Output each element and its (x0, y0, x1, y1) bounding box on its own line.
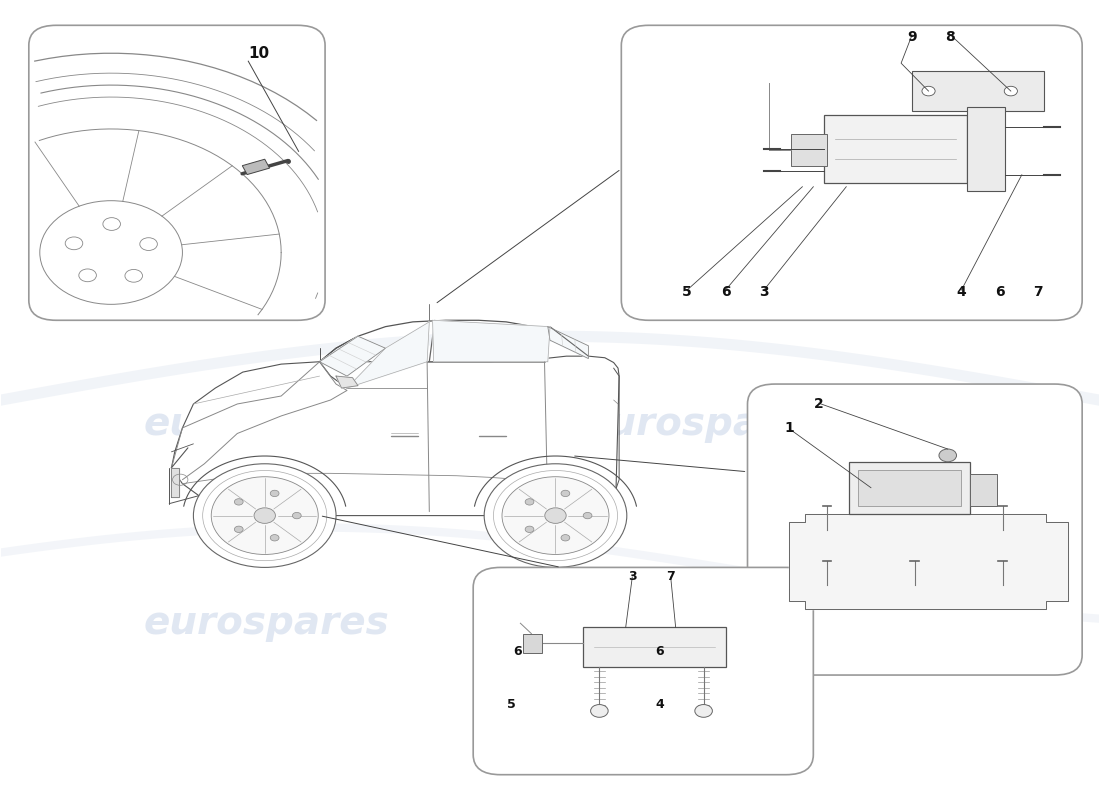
Bar (824, 115, 967, 182)
Bar (849, 462, 970, 514)
Text: 7: 7 (1034, 286, 1043, 299)
Polygon shape (548, 326, 588, 358)
FancyBboxPatch shape (621, 26, 1082, 320)
Circle shape (561, 534, 570, 541)
Bar (242, 159, 270, 174)
Circle shape (211, 477, 318, 554)
Circle shape (254, 508, 275, 523)
Polygon shape (432, 320, 550, 362)
Circle shape (561, 490, 570, 497)
Circle shape (525, 498, 533, 505)
Circle shape (234, 498, 243, 505)
Circle shape (293, 513, 301, 518)
Polygon shape (789, 514, 1068, 610)
Polygon shape (336, 376, 358, 388)
Text: eurospares: eurospares (583, 405, 828, 443)
Circle shape (271, 490, 279, 497)
Text: 6: 6 (996, 286, 1004, 299)
Text: 9: 9 (908, 30, 917, 44)
Circle shape (194, 464, 336, 567)
Circle shape (939, 449, 957, 462)
Text: 7: 7 (667, 570, 675, 583)
Circle shape (544, 508, 566, 523)
Text: 5: 5 (507, 698, 516, 711)
Circle shape (922, 86, 935, 96)
Bar (583, 627, 726, 667)
Bar (858, 470, 961, 506)
Circle shape (695, 705, 713, 718)
Text: 5: 5 (682, 286, 692, 299)
Bar (967, 107, 1005, 190)
Circle shape (525, 526, 533, 533)
Circle shape (591, 705, 608, 718)
Circle shape (502, 477, 609, 554)
FancyBboxPatch shape (748, 384, 1082, 675)
Circle shape (484, 464, 627, 567)
Text: 10: 10 (249, 46, 270, 61)
Bar (912, 71, 1044, 111)
Polygon shape (320, 336, 385, 376)
Text: 1: 1 (784, 421, 794, 435)
Text: 3: 3 (628, 570, 637, 583)
Bar (791, 134, 826, 166)
Polygon shape (172, 468, 179, 498)
Bar (522, 634, 542, 653)
Circle shape (583, 513, 592, 518)
Circle shape (234, 526, 243, 533)
Text: 3: 3 (759, 286, 769, 299)
Polygon shape (346, 322, 429, 388)
Text: 2: 2 (814, 397, 824, 411)
FancyBboxPatch shape (473, 567, 813, 774)
Circle shape (1004, 86, 1018, 96)
Circle shape (271, 534, 279, 541)
Text: 4: 4 (656, 698, 664, 711)
Text: 6: 6 (720, 286, 730, 299)
Text: 6: 6 (656, 645, 664, 658)
Text: eurospares: eurospares (660, 604, 905, 642)
Bar (970, 474, 997, 506)
FancyBboxPatch shape (29, 26, 326, 320)
Text: eurospares: eurospares (144, 604, 389, 642)
Text: 4: 4 (957, 286, 966, 299)
Text: 6: 6 (513, 645, 521, 658)
Text: eurospares: eurospares (144, 405, 389, 443)
Text: 8: 8 (946, 30, 956, 44)
Polygon shape (172, 356, 619, 515)
